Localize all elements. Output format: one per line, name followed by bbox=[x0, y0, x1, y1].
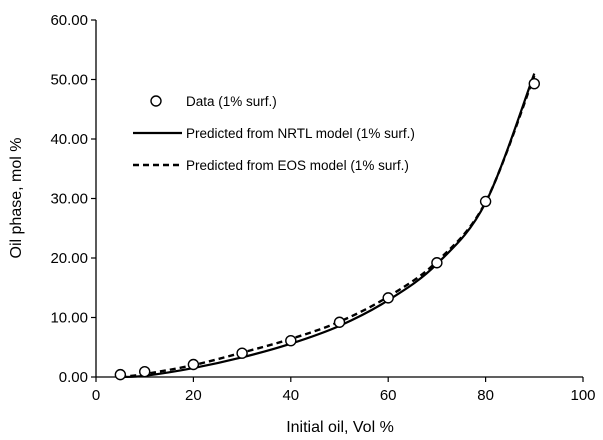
legend-label: Predicted from EOS model (1% surf.) bbox=[186, 158, 409, 173]
data-point bbox=[479, 195, 492, 208]
y-tick-label: 60.00 bbox=[50, 12, 88, 29]
x-tick-label: 20 bbox=[185, 387, 202, 404]
data-point bbox=[236, 347, 248, 359]
data-point bbox=[138, 365, 151, 378]
y-axis-title: Oil phase, mol % bbox=[8, 138, 25, 259]
y-tick-label: 40.00 bbox=[50, 131, 88, 148]
y-tick-label: 0.00 bbox=[59, 369, 88, 386]
series-layer bbox=[114, 73, 540, 381]
x-tick-label: 80 bbox=[477, 387, 494, 404]
legend: Data (1% surf.) Predicted from NRTL model… bbox=[133, 94, 415, 173]
data-point bbox=[431, 257, 443, 269]
data-point bbox=[528, 77, 540, 90]
x-tick-label: 40 bbox=[282, 387, 299, 404]
ticks: 0.00 10.00 20.00 30.00 40.00 50.00 60.00 0 20 40 6… bbox=[50, 12, 595, 404]
data-point bbox=[285, 335, 297, 347]
data-point bbox=[382, 292, 394, 304]
x-tick-label: 100 bbox=[570, 387, 595, 404]
x-axis-title: Initial oil, Vol % bbox=[286, 419, 394, 436]
series-eos-line bbox=[120, 75, 536, 379]
data-point bbox=[187, 358, 200, 371]
series-nrtl-line bbox=[120, 73, 536, 379]
y-tick-label: 50.00 bbox=[50, 72, 88, 89]
y-tick-label: 30.00 bbox=[50, 191, 88, 208]
legend-marker-data bbox=[150, 95, 162, 107]
y-tick-label: 20.00 bbox=[50, 250, 88, 267]
data-point bbox=[333, 316, 346, 328]
data-point bbox=[114, 368, 127, 381]
y-tick-label: 10.00 bbox=[50, 310, 88, 327]
x-tick-label: 60 bbox=[380, 387, 397, 404]
legend-label: Predicted from NRTL model (1% surf.) bbox=[186, 126, 415, 141]
x-tick-label: 0 bbox=[92, 387, 100, 404]
legend-label: Data (1% surf.) bbox=[186, 94, 277, 109]
